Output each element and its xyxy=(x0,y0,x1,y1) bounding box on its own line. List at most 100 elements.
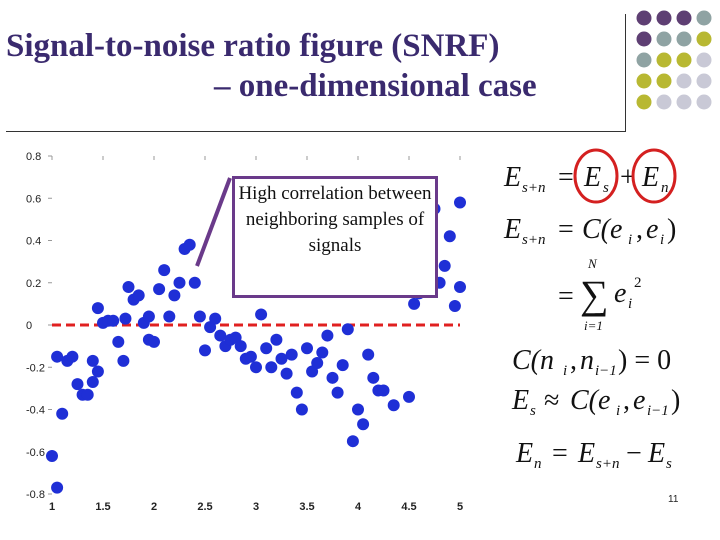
svg-text:e: e xyxy=(646,214,658,245)
x-tick-label: 4 xyxy=(355,501,362,513)
equation-sum: = N ∑ i=1 e i 2 xyxy=(558,256,642,333)
svg-text:=: = xyxy=(558,281,574,312)
data-point xyxy=(270,333,283,346)
data-point xyxy=(408,297,421,310)
svg-text:+: + xyxy=(620,162,636,193)
svg-text:i: i xyxy=(563,363,567,379)
page-number: 11 xyxy=(668,494,679,505)
svg-text:s+n: s+n xyxy=(596,456,619,472)
scatter-chart: 0.8 0.6 0.4 0.2 0 -0.2 -0.4 -0.6 -0.8 1 1.5 2 2.5 3 3… xyxy=(26,151,466,513)
decorative-dot xyxy=(676,31,692,47)
svg-text:s: s xyxy=(603,180,609,196)
data-point xyxy=(234,340,247,353)
svg-text:n: n xyxy=(661,180,669,196)
title-side-rule xyxy=(625,14,626,132)
data-point xyxy=(275,352,288,365)
svg-text:E: E xyxy=(583,162,601,193)
data-point xyxy=(46,449,58,462)
data-point xyxy=(117,354,130,367)
data-point xyxy=(193,310,206,323)
svg-text:i: i xyxy=(616,403,620,419)
data-point xyxy=(255,308,268,321)
title-underline xyxy=(6,131,626,132)
svg-text:E: E xyxy=(503,214,521,245)
data-point xyxy=(183,238,196,251)
x-tick-label: 5 xyxy=(457,501,463,513)
data-point xyxy=(158,264,171,277)
data-point xyxy=(290,386,303,399)
svg-text:N: N xyxy=(587,256,598,271)
title-line-1: Signal-to-noise ratio figure (SNRF) xyxy=(6,28,500,64)
svg-text:C(n: C(n xyxy=(512,345,554,376)
y-tick-label: -0.6 xyxy=(26,447,45,459)
data-point xyxy=(295,403,308,416)
data-point xyxy=(336,359,349,372)
svg-text:−: − xyxy=(626,438,642,469)
data-point xyxy=(214,329,227,342)
x-tick-label: 1 xyxy=(49,501,55,513)
svg-text:E: E xyxy=(641,162,659,193)
y-tick-label: 0.4 xyxy=(26,236,41,248)
data-point xyxy=(346,435,359,448)
svg-text:i: i xyxy=(660,232,664,248)
circle-es xyxy=(573,148,619,204)
svg-text:i=1: i=1 xyxy=(584,318,603,333)
data-point xyxy=(316,346,329,359)
data-point xyxy=(280,367,293,380)
svg-text:i−1: i−1 xyxy=(595,363,617,379)
data-point xyxy=(142,310,155,323)
decorative-dot xyxy=(656,31,672,47)
decorative-dot xyxy=(696,31,712,47)
data-point xyxy=(86,376,99,389)
decorative-dot xyxy=(636,94,652,110)
x-tick-label: 3 xyxy=(253,501,259,513)
data-point xyxy=(81,388,94,401)
data-point xyxy=(448,299,461,312)
svg-text:=: = xyxy=(552,438,568,469)
svg-text:E: E xyxy=(511,385,529,416)
data-point xyxy=(362,348,375,361)
data-point xyxy=(244,350,257,363)
svg-text:): ) xyxy=(667,214,676,245)
svg-text:E: E xyxy=(577,438,595,469)
data-point xyxy=(153,283,166,296)
decorative-dot xyxy=(676,94,692,110)
data-point xyxy=(387,399,400,412)
y-tick-label: -0.2 xyxy=(26,362,45,374)
data-point xyxy=(438,259,451,272)
data-point xyxy=(148,335,160,348)
decorative-dot xyxy=(636,10,652,26)
data-point xyxy=(51,350,64,363)
decorative-dot xyxy=(656,94,672,110)
svg-text:C(e: C(e xyxy=(570,385,610,416)
svg-text:): ) xyxy=(671,385,680,416)
decorative-dot xyxy=(696,52,712,68)
data-point xyxy=(119,312,132,325)
svg-text:∑: ∑ xyxy=(580,272,609,317)
data-point xyxy=(321,329,334,342)
x-tick-label: 2 xyxy=(151,501,157,513)
y-tick-label: 0.8 xyxy=(26,151,41,163)
data-points xyxy=(46,196,466,494)
data-point xyxy=(326,371,339,384)
x-tick-label: 3.5 xyxy=(299,501,314,513)
y-tick-label: 0.6 xyxy=(26,193,41,205)
svg-text:=: = xyxy=(558,162,574,193)
data-point xyxy=(454,196,466,209)
data-point xyxy=(71,378,84,391)
data-point xyxy=(301,342,313,355)
svg-text:e: e xyxy=(633,385,645,416)
x-tick-label: 1.5 xyxy=(95,501,110,513)
svg-text:,: , xyxy=(623,385,630,416)
svg-text:i: i xyxy=(628,296,632,312)
data-point xyxy=(112,335,125,348)
data-point xyxy=(311,357,324,370)
equation-energy-sum: E s+n = E s + E n xyxy=(503,148,677,204)
data-point xyxy=(403,390,415,403)
svg-text:i: i xyxy=(628,232,632,248)
decorative-dot-grid xyxy=(636,10,712,110)
svg-text:n: n xyxy=(580,345,594,376)
decorative-dot xyxy=(656,52,672,68)
x-axis: 1 1.5 2 2.5 3 3.5 4 4.5 5 xyxy=(49,156,463,513)
data-point xyxy=(107,314,120,327)
